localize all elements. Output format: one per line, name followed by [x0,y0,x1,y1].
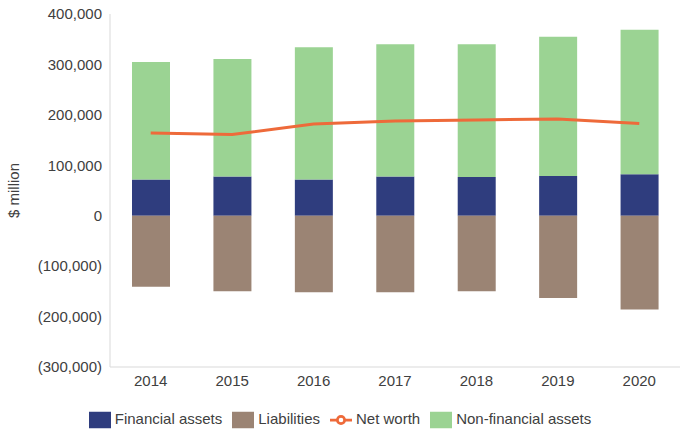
svg-text:2017: 2017 [378,372,411,389]
svg-text:2016: 2016 [297,372,330,389]
svg-text:2019: 2019 [541,372,574,389]
html-text:Net worth: Net worth [356,410,421,427]
svg-text:100,000: 100,000 [48,157,102,174]
svg-text:0: 0 [94,207,102,224]
svg-text:(100,000): (100,000) [38,257,102,274]
html-text:Liabilities: Liabilities [258,410,320,427]
svg-text:2020: 2020 [623,372,656,389]
html-text:Financial assets: Financial assets [114,410,223,427]
svg-text:2018: 2018 [460,372,493,389]
svg-text:$ million: $ million [8,163,22,218]
svg-text:400,000: 400,000 [48,5,102,22]
svg-text:200,000: 200,000 [48,106,102,123]
svg-text:2014: 2014 [134,372,167,389]
svg-text:(200,000): (200,000) [38,308,102,325]
svg-text:2015: 2015 [215,372,248,389]
html-text:Non-financial assets: Non-financial assets [456,410,592,427]
svg-text:300,000: 300,000 [48,56,102,73]
svg-text:(300,000): (300,000) [38,358,102,375]
